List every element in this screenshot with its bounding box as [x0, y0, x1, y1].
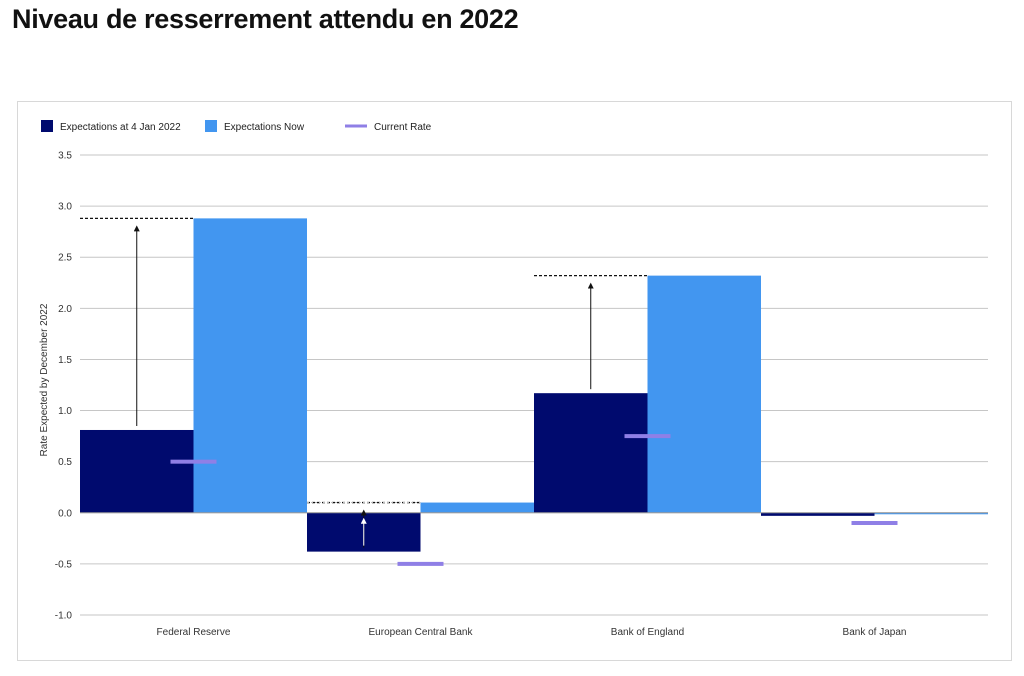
current-rate-marker-2: [624, 434, 671, 439]
y-tick-label-4: 1.5: [58, 355, 72, 366]
legend-swatch-1: [205, 120, 217, 132]
legend-swatch-2: [345, 124, 367, 128]
y-tick-label-8: -0.5: [55, 559, 73, 570]
legend-label-2: Current Rate: [374, 122, 432, 133]
chart-frame: [17, 101, 1012, 661]
bar-1-0: [193, 218, 307, 513]
y-tick-label-0: 3.5: [58, 151, 72, 162]
bar-1-2: [647, 275, 761, 513]
current-rate-marker-0: [170, 459, 217, 464]
y-tick-label-7: 0.0: [58, 508, 72, 519]
legend-label-0: Expectations at 4 Jan 2022: [60, 122, 181, 133]
y-tick-label-6: 0.5: [58, 457, 72, 468]
annotations: [80, 217, 648, 548]
page-title: Niveau de resserrement attendu en 2022: [12, 4, 519, 34]
x-tick-label-1: European Central Bank: [369, 627, 474, 638]
current-rate-marker-3: [851, 521, 898, 525]
bar-0-0: [80, 429, 194, 513]
x-axis-ticks: Federal Reserve European Central Bank Bank…: [157, 627, 907, 638]
bar-0-3: [761, 512, 875, 516]
bar-0-2: [534, 393, 648, 513]
bar-1-1: [420, 502, 534, 513]
bar-1-3: [874, 512, 988, 515]
current-rate-marker-1: [397, 561, 444, 566]
legend-swatch-0: [41, 120, 53, 132]
y-axis-label: Rate Expected by December 2022: [39, 303, 50, 456]
y-tick-label-9: -1.0: [55, 611, 73, 622]
x-tick-label-2: Bank of England: [611, 627, 684, 638]
x-tick-label-0: Federal Reserve: [157, 627, 231, 638]
bars: [80, 218, 988, 566]
y-tick-label-5: 1.0: [58, 406, 72, 417]
y-tick-label-3: 2.0: [58, 304, 72, 315]
y-tick-label-2: 2.5: [58, 253, 72, 264]
legend-label-1: Expectations Now: [224, 122, 305, 133]
legend: Expectations at 4 Jan 2022 Expectations N…: [41, 120, 432, 133]
y-tick-label-1: 3.0: [58, 202, 72, 213]
x-tick-label-3: Bank of Japan: [843, 627, 907, 638]
